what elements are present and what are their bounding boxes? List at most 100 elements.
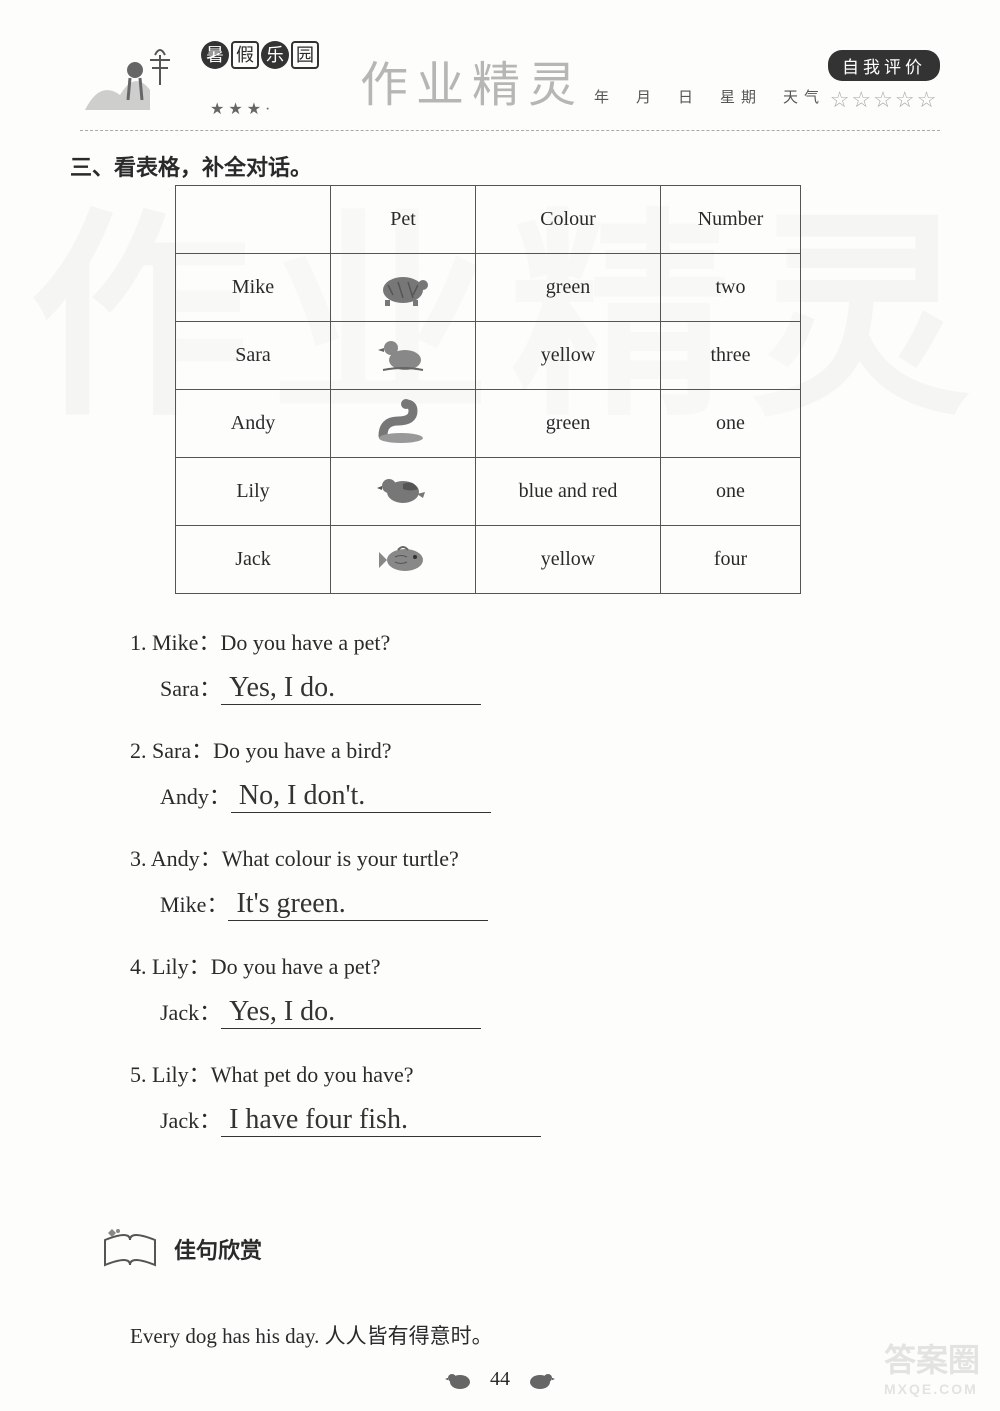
snake-icon bbox=[373, 396, 433, 446]
dlg-num: 5. bbox=[130, 1062, 147, 1087]
dialogue-answer: Mike：It's green. bbox=[160, 887, 880, 921]
dialogue-question: 1. Mike：Do you have a pet? bbox=[130, 625, 880, 657]
cell-colour: green bbox=[476, 254, 661, 322]
wm-small: MXQE.COM bbox=[884, 1381, 980, 1397]
table-row: Jack yellow four bbox=[176, 526, 801, 594]
page-number: 44 bbox=[490, 1368, 510, 1390]
duck-icon bbox=[373, 328, 433, 378]
dialogue-item: 4. Lily：Do you have a pet? Jack：Yes, I d… bbox=[130, 949, 880, 1029]
self-eval-badge: 自我评价 ☆☆☆☆☆ bbox=[828, 50, 940, 113]
cell-name: Jack bbox=[176, 526, 331, 594]
dlg-qtext: What pet do you have? bbox=[211, 1062, 414, 1087]
cell-number: three bbox=[661, 322, 801, 390]
eval-stars: ☆☆☆☆☆ bbox=[828, 87, 940, 113]
dialogue-item: 3. Andy：What colour is your turtle? Mike… bbox=[130, 841, 880, 921]
th-number: Number bbox=[661, 186, 801, 254]
answer-blank[interactable]: Yes, I do. bbox=[221, 674, 481, 705]
th-blank bbox=[176, 186, 331, 254]
main-title: 作业精灵 bbox=[360, 45, 584, 115]
corner-watermark: 答案圈 MXQE.COM bbox=[884, 1335, 980, 1397]
dialogue-question: 5. Lily：What pet do you have? bbox=[130, 1057, 880, 1089]
brand-badge: 暑假乐园 ★ ★ ★ · bbox=[200, 41, 320, 119]
th-pet: Pet bbox=[331, 186, 476, 254]
dlg-responder: Sara bbox=[160, 676, 199, 701]
stars-deco: ★ ★ ★ · bbox=[210, 99, 320, 119]
dialogue-question: 4. Lily：Do you have a pet? bbox=[130, 949, 880, 981]
brand-char: 乐 bbox=[261, 41, 289, 69]
pet-table: Pet Colour Number Mike green two Sara ye… bbox=[175, 185, 801, 594]
cell-number: one bbox=[661, 390, 801, 458]
dlg-num: 4. bbox=[130, 954, 147, 979]
wm-big: 答案圈 bbox=[884, 1342, 980, 1378]
cell-pet-bird bbox=[331, 458, 476, 526]
bird-icon bbox=[373, 464, 433, 514]
dlg-qtext: Do you have a pet? bbox=[220, 630, 390, 655]
answer-blank[interactable]: It's green. bbox=[228, 890, 488, 921]
dlg-responder: Andy bbox=[160, 784, 209, 809]
section-title: 三、看表格，补全对话。 bbox=[70, 150, 312, 182]
header-separator bbox=[80, 130, 940, 131]
cell-number: two bbox=[661, 254, 801, 322]
dialogue-item: 5. Lily：What pet do you have? Jack：I hav… bbox=[130, 1057, 880, 1137]
header-illustration bbox=[80, 40, 200, 120]
book-icon bbox=[100, 1225, 160, 1273]
date-fields: 年 月 日 星期 天气 bbox=[594, 86, 825, 107]
cell-pet-duck bbox=[331, 322, 476, 390]
proverb: Every dog has his day. 人人皆有得意时。 bbox=[130, 1320, 493, 1350]
eval-label: 自我评价 bbox=[828, 50, 940, 81]
dialogue-question: 3. Andy：What colour is your turtle? bbox=[130, 841, 880, 873]
brand-char: 暑 bbox=[201, 41, 229, 69]
bird-left-icon bbox=[445, 1369, 475, 1391]
dlg-num: 3. bbox=[130, 846, 147, 871]
table-row: Andy green one bbox=[176, 390, 801, 458]
fish-icon bbox=[373, 532, 433, 582]
cell-colour: blue and red bbox=[476, 458, 661, 526]
dialogue-answer: Jack：Yes, I do. bbox=[160, 995, 880, 1029]
page-footer: 44 bbox=[0, 1368, 1000, 1391]
dlg-qtext: Do you have a pet? bbox=[211, 954, 381, 979]
cell-number: one bbox=[661, 458, 801, 526]
turtle-icon bbox=[373, 260, 433, 310]
dlg-asker: Sara bbox=[152, 738, 191, 763]
proverb-zh: 人人皆有得意时。 bbox=[325, 1324, 493, 1348]
cell-name: Andy bbox=[176, 390, 331, 458]
proverb-en: Every dog has his day. bbox=[130, 1324, 319, 1348]
dialogues: 1. Mike：Do you have a pet? Sara：Yes, I d… bbox=[130, 625, 880, 1165]
answer-blank[interactable]: No, I don't. bbox=[231, 782, 491, 813]
dlg-num: 2. bbox=[130, 738, 147, 763]
brand-char: 假 bbox=[231, 41, 259, 69]
dialogue-item: 2. Sara：Do you have a bird? Andy：No, I d… bbox=[130, 733, 880, 813]
table-header-row: Pet Colour Number bbox=[176, 186, 801, 254]
dlg-num: 1. bbox=[130, 630, 147, 655]
dialogue-question: 2. Sara：Do you have a bird? bbox=[130, 733, 880, 765]
cell-pet-snake bbox=[331, 390, 476, 458]
appreciation-section: 佳句欣赏 bbox=[100, 1225, 262, 1273]
dlg-asker: Lily bbox=[152, 954, 189, 979]
cell-name: Sara bbox=[176, 322, 331, 390]
dlg-asker: Andy bbox=[151, 846, 200, 871]
dlg-qtext: What colour is your turtle? bbox=[222, 846, 459, 871]
dialogue-answer: Sara：Yes, I do. bbox=[160, 671, 880, 705]
table-row: Lily blue and red one bbox=[176, 458, 801, 526]
dialogue-answer: Andy：No, I don't. bbox=[160, 779, 880, 813]
dialogue-item: 1. Mike：Do you have a pet? Sara：Yes, I d… bbox=[130, 625, 880, 705]
brand-char: 园 bbox=[291, 41, 319, 69]
dlg-asker: Lily bbox=[152, 1062, 189, 1087]
cell-pet-fish bbox=[331, 526, 476, 594]
dlg-responder: Jack bbox=[160, 1108, 199, 1133]
cell-name: Lily bbox=[176, 458, 331, 526]
cell-pet-turtle bbox=[331, 254, 476, 322]
cell-name: Mike bbox=[176, 254, 331, 322]
cell-colour: green bbox=[476, 390, 661, 458]
table-row: Mike green two bbox=[176, 254, 801, 322]
dialogue-answer: Jack：I have four fish. bbox=[160, 1103, 880, 1137]
answer-blank[interactable]: I have four fish. bbox=[221, 1106, 541, 1137]
cell-number: four bbox=[661, 526, 801, 594]
dlg-qtext: Do you have a bird? bbox=[213, 738, 391, 763]
dlg-responder: Jack bbox=[160, 1000, 199, 1025]
table-row: Sara yellow three bbox=[176, 322, 801, 390]
cell-colour: yellow bbox=[476, 322, 661, 390]
dlg-responder: Mike bbox=[160, 892, 206, 917]
answer-blank[interactable]: Yes, I do. bbox=[221, 998, 481, 1029]
appreciation-title: 佳句欣赏 bbox=[174, 1233, 262, 1265]
